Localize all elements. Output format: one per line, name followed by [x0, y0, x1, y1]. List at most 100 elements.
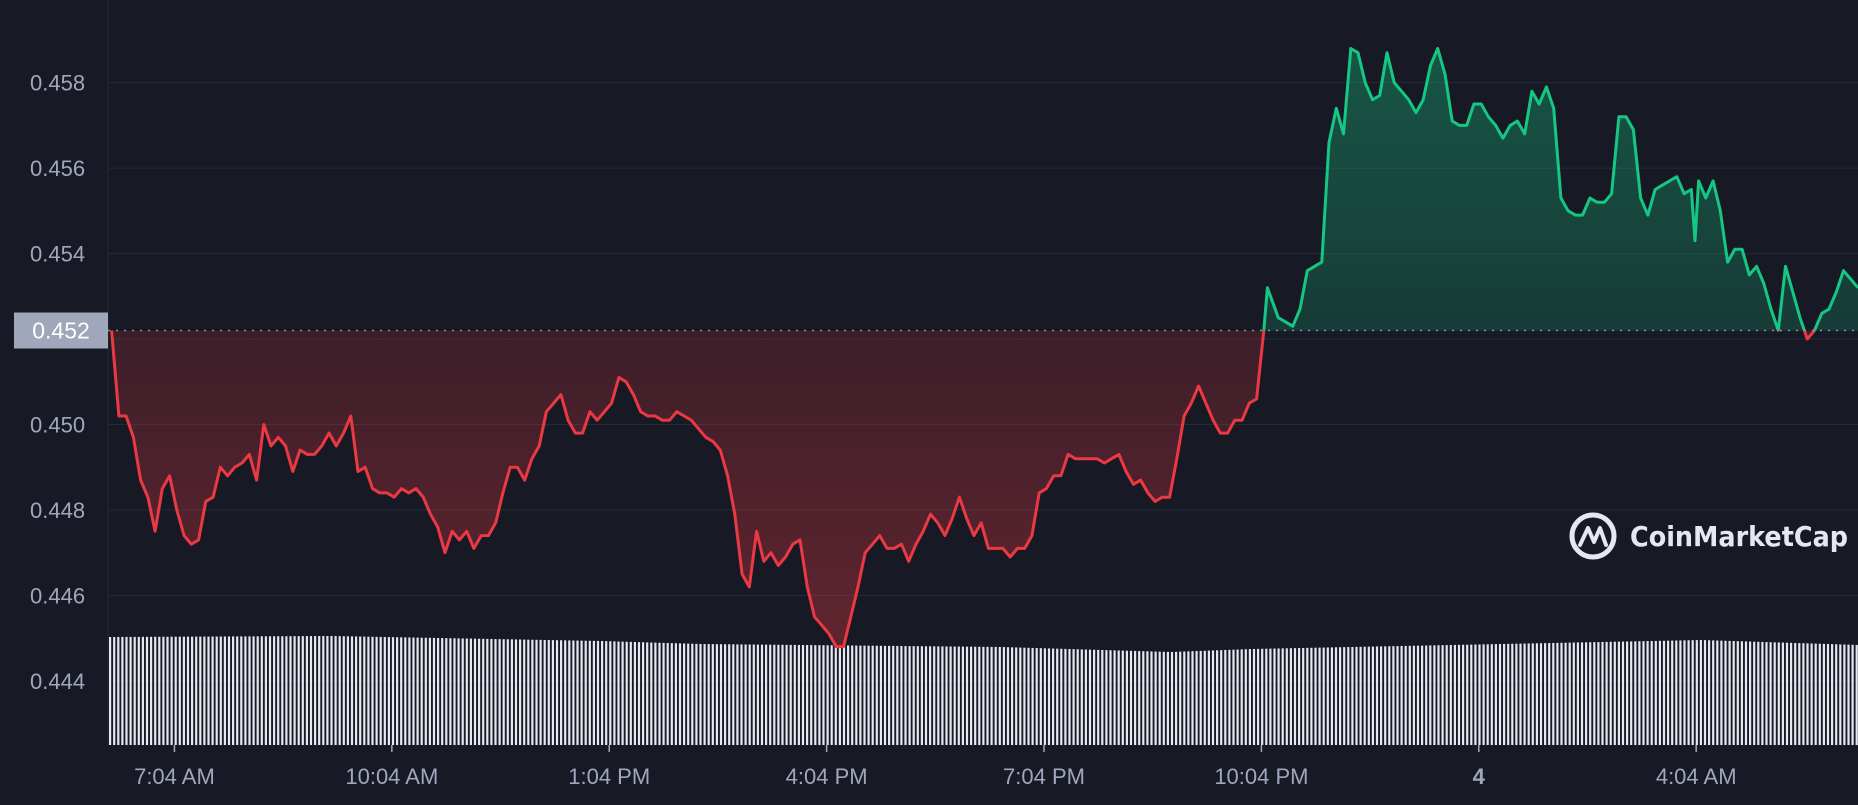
volume-bar: [346, 636, 349, 745]
volume-bar: [326, 636, 329, 745]
volume-bar: [859, 645, 862, 745]
volume-bar: [1211, 650, 1215, 745]
volume-bar: [699, 643, 702, 745]
volume-bar: [1769, 642, 1772, 745]
volume-bar: [461, 638, 464, 745]
volume-bar: [314, 636, 317, 745]
volume-bar: [1638, 641, 1641, 745]
volume-bar: [1166, 651, 1169, 745]
volume-bar: [691, 643, 694, 745]
volume-bar: [674, 643, 677, 745]
volume-bar: [1285, 648, 1288, 745]
volume-bar: [510, 639, 513, 745]
price-line: [110, 47, 1858, 649]
volume-bar: [412, 637, 415, 745]
volume-bar: [1457, 644, 1461, 745]
volume-bar: [810, 645, 813, 745]
price-line-down: [110, 330, 1817, 649]
volume-bar: [1593, 642, 1596, 745]
volume-bar: [1359, 646, 1362, 745]
volume-bar: [1445, 645, 1448, 745]
volume-bar: [1339, 647, 1342, 745]
volume-bar: [1248, 649, 1251, 745]
volume-bar: [756, 644, 759, 745]
volume-bar: [264, 636, 267, 745]
volume-bar: [867, 645, 870, 745]
volume-bar: [1117, 650, 1120, 745]
volume-bar: [350, 636, 354, 745]
volume-bar: [260, 636, 263, 745]
volume-bars: [109, 636, 1858, 745]
volume-bar: [1662, 640, 1666, 745]
volume-bar: [703, 644, 706, 745]
volume-bar: [601, 641, 604, 745]
volume-bar: [1228, 649, 1231, 745]
volume-bar: [469, 638, 472, 745]
volume-bar: [305, 636, 308, 745]
volume-bar: [924, 646, 928, 745]
volume-bar: [818, 645, 821, 745]
volume-bar: [609, 641, 612, 745]
volume-bar: [707, 644, 710, 745]
volume-bar: [1367, 646, 1370, 745]
volume-bar: [1080, 649, 1083, 745]
volume-bar: [1076, 649, 1079, 745]
volume-bar: [670, 643, 673, 745]
volume-bar: [1273, 648, 1276, 745]
volume-bar: [576, 640, 579, 745]
volume-bar: [1753, 641, 1756, 745]
volume-bar: [1306, 647, 1309, 745]
volume-bar: [875, 645, 878, 745]
volume-bar: [1125, 650, 1128, 745]
volume-bar: [1523, 643, 1526, 745]
volume-bar: [1560, 642, 1563, 745]
volume-bar: [178, 636, 181, 745]
volume-bar: [1252, 648, 1256, 745]
volume-bar: [1088, 649, 1092, 745]
volume-bar: [1158, 651, 1161, 745]
volume-bar: [334, 636, 337, 745]
volume-bar: [219, 636, 222, 745]
y-tick-label: 0.454: [30, 242, 85, 267]
volume-bar: [1671, 640, 1674, 745]
volume-bar: [1470, 644, 1473, 745]
volume-bar: [596, 640, 600, 745]
y-tick-label: 0.444: [30, 669, 85, 694]
volume-bar: [215, 636, 218, 745]
volume-bar: [416, 637, 419, 745]
volume-bar: [896, 645, 899, 745]
volume-bar: [322, 636, 325, 745]
volume-bar: [1654, 640, 1657, 745]
volume-bar: [523, 639, 526, 745]
volume-bar: [1490, 644, 1493, 745]
volume-bar: [1736, 641, 1739, 745]
volume-bar: [1244, 649, 1247, 745]
volume-bar: [1064, 648, 1067, 745]
volume-bar: [1015, 647, 1018, 745]
volume-bar: [592, 640, 595, 745]
volume-bar: [170, 636, 173, 745]
volume-bar: [453, 638, 456, 745]
volume-bar: [1380, 646, 1383, 745]
volume-bar: [1650, 640, 1653, 745]
volume-bar: [1097, 649, 1100, 745]
volume-bar: [1556, 642, 1559, 745]
volume-bar: [1835, 644, 1838, 745]
volume-bar: [834, 645, 837, 745]
y-tick-label: 0.446: [30, 583, 85, 608]
y-tick-label: 0.450: [30, 413, 85, 438]
volume-bar: [1006, 647, 1010, 745]
volume-bar: [1240, 649, 1243, 745]
x-tick-label: 1:04 PM: [568, 764, 650, 789]
volume-bar: [355, 636, 358, 745]
volume-bar: [379, 636, 382, 745]
volume-bar: [1043, 648, 1046, 745]
volume-bar: [1047, 648, 1051, 745]
volume-bar: [223, 636, 226, 745]
volume-bar: [982, 646, 985, 745]
volume-bar: [863, 645, 866, 745]
volume-bar: [256, 636, 259, 745]
volume-bar: [1544, 643, 1547, 745]
volume-bar: [920, 646, 923, 745]
volume-bar: [1712, 640, 1715, 745]
